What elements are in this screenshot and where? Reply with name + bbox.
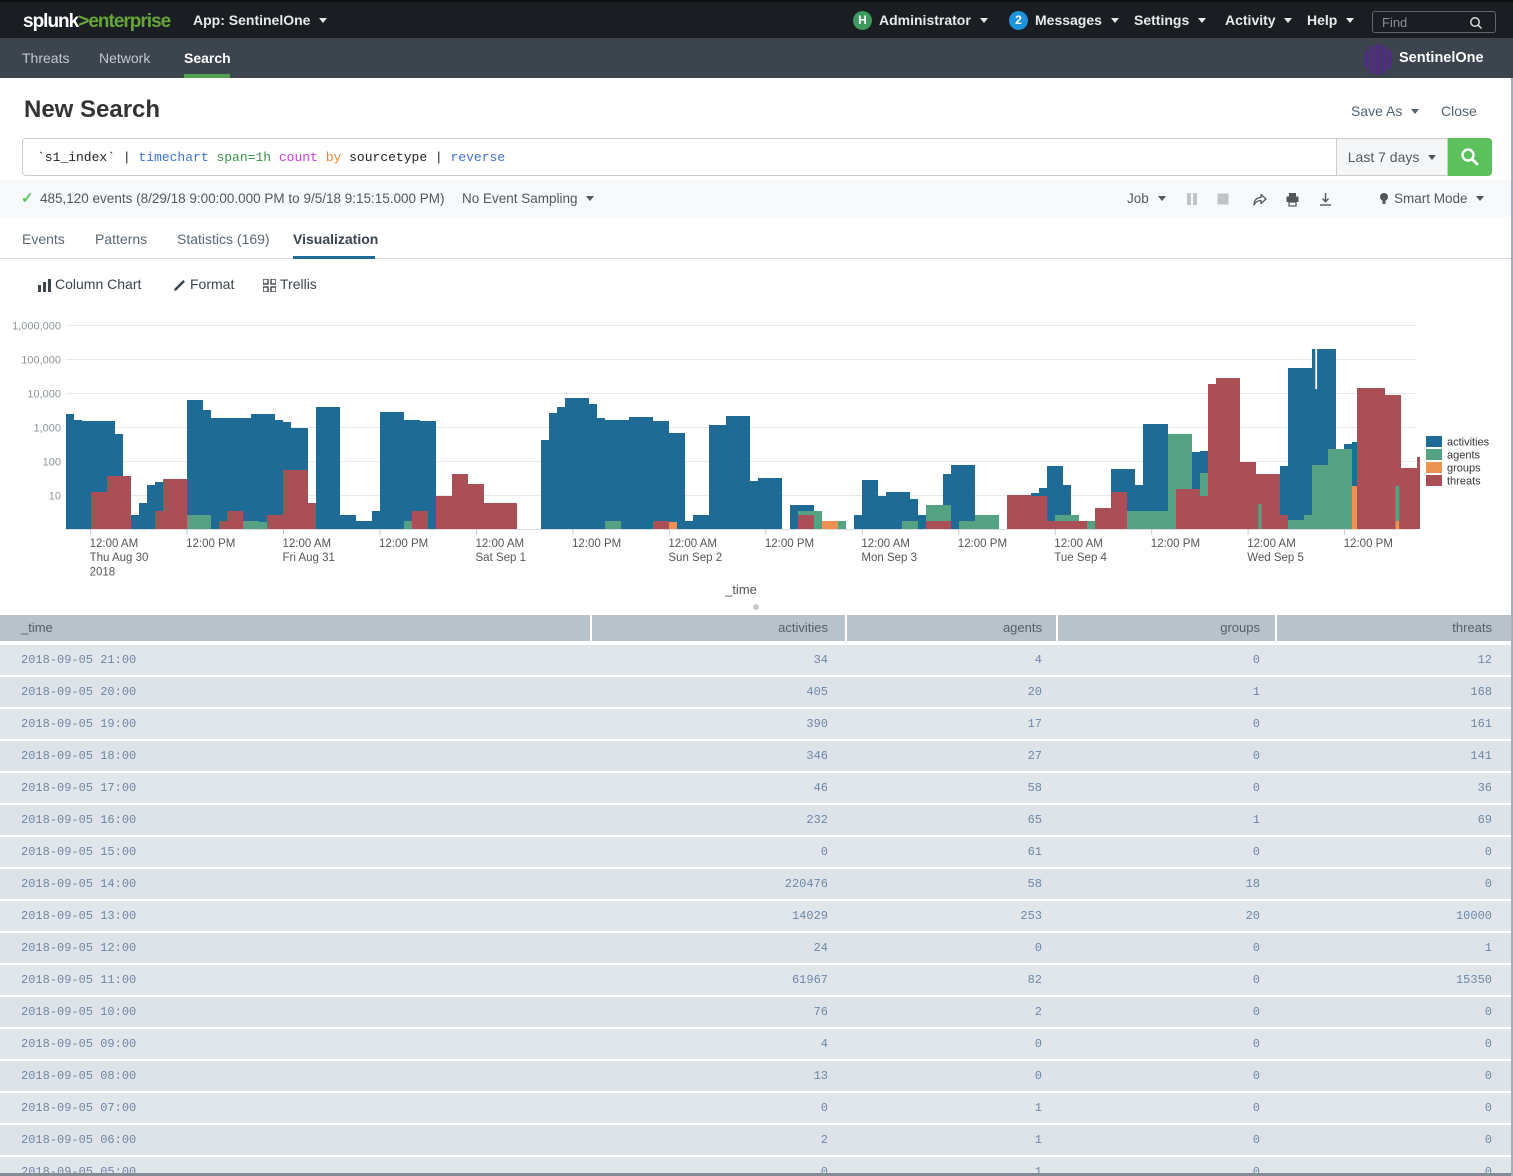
svg-text:1,000: 1,000 xyxy=(33,423,61,435)
svg-text:groups: groups xyxy=(1447,463,1481,475)
svg-text:12:00 PM: 12:00 PM xyxy=(186,538,235,550)
svg-text:2018: 2018 xyxy=(90,566,116,578)
svg-text:12:00 AM: 12:00 AM xyxy=(668,538,717,550)
svg-text:12:00 AM: 12:00 AM xyxy=(283,538,332,550)
svg-text:12:00 PM: 12:00 PM xyxy=(572,538,621,550)
svg-text:Sat Sep 1: Sat Sep 1 xyxy=(476,552,527,564)
svg-text:Thu Aug 30: Thu Aug 30 xyxy=(90,552,149,564)
svg-text:agents: agents xyxy=(1447,450,1481,462)
svg-text:12:00 AM: 12:00 AM xyxy=(90,538,139,550)
svg-text:_time: _time xyxy=(724,582,757,597)
svg-text:12:00 PM: 12:00 PM xyxy=(379,538,428,550)
svg-text:12:00 PM: 12:00 PM xyxy=(1344,538,1393,550)
svg-text:12:00 AM: 12:00 AM xyxy=(1054,538,1103,550)
svg-text:100,000: 100,000 xyxy=(21,355,61,367)
svg-text:12:00 PM: 12:00 PM xyxy=(1151,538,1200,550)
svg-text:1,000,000: 1,000,000 xyxy=(12,321,61,333)
svg-text:12:00 AM: 12:00 AM xyxy=(476,538,525,550)
svg-text:12:00 AM: 12:00 AM xyxy=(861,538,910,550)
svg-text:100: 100 xyxy=(43,457,61,469)
svg-text:12:00 PM: 12:00 PM xyxy=(958,538,1007,550)
svg-text:Sun Sep 2: Sun Sep 2 xyxy=(668,552,722,564)
svg-text:Mon Sep 3: Mon Sep 3 xyxy=(861,552,917,564)
svg-text:threats: threats xyxy=(1447,476,1481,488)
svg-text:Fri Aug 31: Fri Aug 31 xyxy=(283,552,335,564)
svg-text:Wed Sep 5: Wed Sep 5 xyxy=(1247,552,1304,564)
svg-text:Tue Sep 4: Tue Sep 4 xyxy=(1054,552,1107,564)
svg-text:activities: activities xyxy=(1447,437,1490,449)
svg-text:12:00 AM: 12:00 AM xyxy=(1247,538,1296,550)
svg-text:10: 10 xyxy=(49,491,61,503)
svg-text:10,000: 10,000 xyxy=(27,389,61,401)
svg-text:12:00 PM: 12:00 PM xyxy=(765,538,814,550)
